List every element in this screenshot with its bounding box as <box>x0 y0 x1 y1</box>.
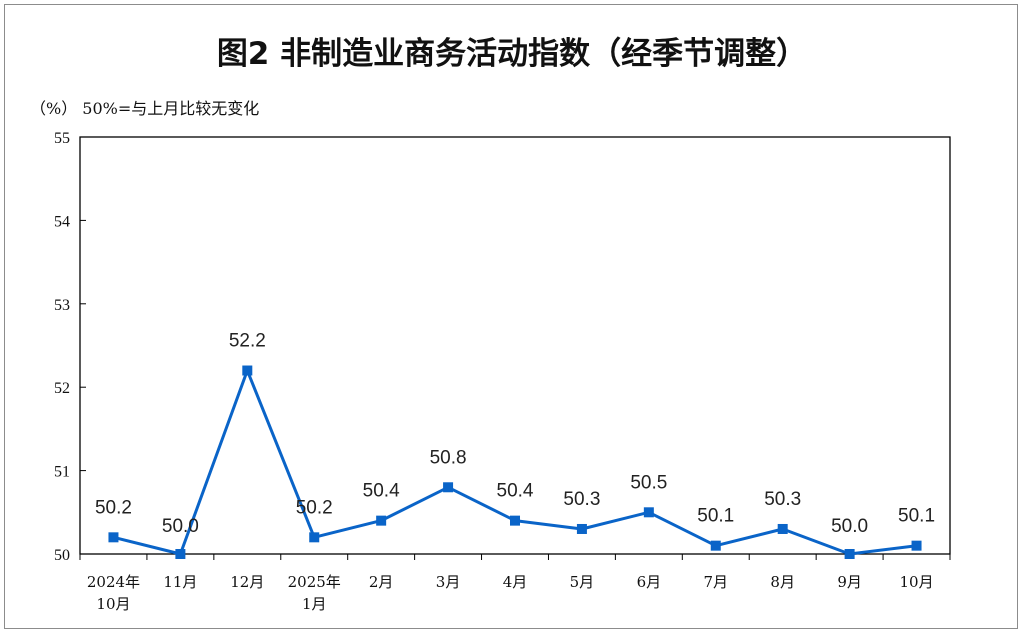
data-label: 52.2 <box>229 331 266 352</box>
x-tick-label: 2025年 <box>288 573 341 591</box>
data-point <box>911 540 922 551</box>
y-tick-label: 52 <box>54 380 70 397</box>
data-label: 50.1 <box>898 506 935 527</box>
x-tick-label: 3月 <box>436 573 461 591</box>
x-tick-label: 9月 <box>837 573 862 591</box>
x-tick-label: 4月 <box>503 573 528 591</box>
data-label: 50.3 <box>563 489 600 510</box>
data-label: 50.0 <box>162 516 199 537</box>
chart-frame <box>4 4 1018 629</box>
y-tick-label: 53 <box>54 297 70 314</box>
y-tick-label: 50 <box>54 547 70 564</box>
x-tick-label: 1月 <box>302 595 327 613</box>
x-tick-label: 7月 <box>703 573 728 591</box>
data-point <box>510 515 520 526</box>
data-label: 50.1 <box>697 506 734 527</box>
y-tick-label: 55 <box>54 130 70 147</box>
data-point <box>175 549 186 559</box>
x-tick-label: 2月 <box>369 573 394 591</box>
x-tick-label: 10月 <box>96 595 130 613</box>
data-point <box>710 540 721 551</box>
data-point <box>242 365 253 376</box>
data-point <box>643 507 654 518</box>
data-point <box>108 532 119 543</box>
data-point <box>309 532 320 543</box>
data-point <box>844 549 855 559</box>
x-tick-label: 5月 <box>570 573 595 591</box>
plot-area <box>79 136 951 555</box>
data-point <box>777 523 788 534</box>
x-tick-label: 8月 <box>770 573 795 591</box>
data-label: 50.2 <box>296 497 333 518</box>
data-point <box>443 482 454 493</box>
x-tick-label: 11月 <box>163 573 197 591</box>
y-tick-label: 51 <box>54 464 70 481</box>
data-label: 50.0 <box>831 516 868 537</box>
x-tick-label: 6月 <box>637 573 662 591</box>
x-tick-label: 12月 <box>230 573 264 591</box>
data-label: 50.5 <box>630 472 667 493</box>
series-line <box>113 369 917 556</box>
data-label: 50.4 <box>363 481 400 502</box>
x-tick-label: 10月 <box>899 573 933 591</box>
data-point <box>576 523 587 534</box>
y-tick-label: 54 <box>54 213 70 230</box>
data-label: 50.4 <box>497 481 534 502</box>
data-label: 50.3 <box>764 489 801 510</box>
y-unit-note: （%） 50%=与上月比较无变化 <box>30 99 260 118</box>
x-tick-label: 2024年 <box>87 573 140 591</box>
data-point <box>376 515 387 526</box>
data-label: 50.8 <box>430 447 467 468</box>
chart-title: 图2 非制造业商务活动指数（经季节调整） <box>216 36 808 72</box>
data-label: 50.2 <box>95 497 132 518</box>
